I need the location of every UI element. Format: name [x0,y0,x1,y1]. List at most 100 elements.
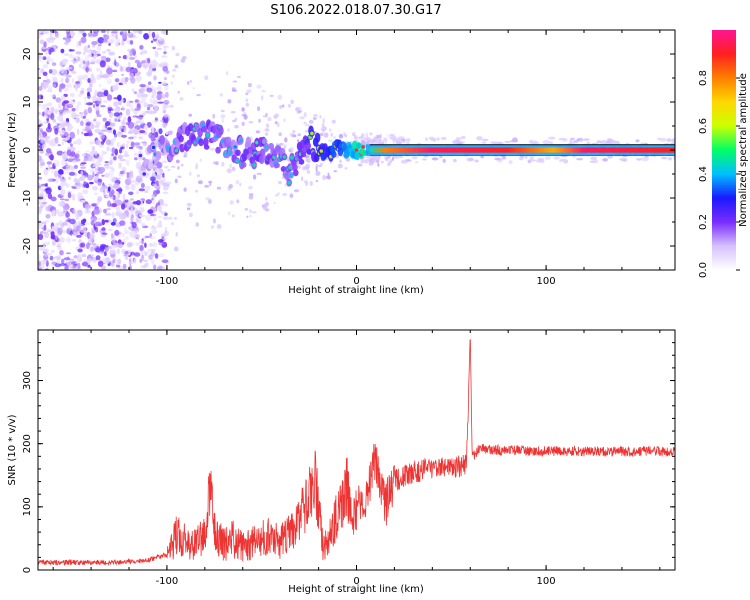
heatmap-cell [51,83,57,88]
heatmap-cell [177,166,180,170]
heatmap-cell [161,160,168,164]
heatmap-cell [117,94,122,102]
y-tick-label: 10 [22,96,33,109]
heatmap-cell [360,133,365,139]
heatmap-cell [142,50,146,55]
heatmap-cell [106,30,110,34]
heatmap-cell [297,139,300,143]
heatmap-cell [76,138,82,146]
heatmap-cell [636,158,642,161]
heatmap-cell [68,258,75,261]
heatmap-cell [216,186,222,190]
heatmap-cell [52,78,59,83]
colorbar-tick-label: 0.4 [698,166,709,182]
heatmap-cell [75,213,80,221]
heatmap-cell [61,176,65,180]
heatmap-cell [186,81,190,85]
heatmap-cell [75,261,78,264]
heatmap-cell [52,119,57,123]
heatmap-cell [154,253,159,259]
heatmap-cell [167,130,173,136]
heatmap-cell [115,41,119,48]
heatmap-cell [85,66,89,73]
heatmap-cell [43,138,50,142]
heatmap-cell [38,222,43,227]
heatmap-cell [124,31,128,38]
heatmap-cell [245,136,252,147]
heatmap-cell [139,130,146,134]
heatmap-cell [136,190,139,195]
colorbar: 0.0 0.2 0.4 0.6 0.8 Normalized spectral ampl… [698,30,749,278]
heatmap-cell [282,192,288,197]
heatmap-cell [40,134,44,141]
heatmap-cell [232,80,238,83]
heatmap-cell [91,41,98,46]
heatmap-cell [165,91,169,98]
heatmap-cell [156,161,163,169]
heatmap-cell [107,127,112,131]
heatmap-cell [296,165,301,169]
heatmap-cell [170,81,173,85]
heatmap-cell [330,132,333,137]
heatmap-cell [235,149,241,156]
heatmap-cell [198,138,204,147]
heatmap-cell [71,78,75,84]
heatmap-cell [227,99,232,104]
heatmap-cell [138,210,142,215]
heatmap-cell [276,122,280,128]
heatmap-cell [49,255,54,261]
heatmap-cell [167,183,170,187]
heatmap-cell [130,183,136,191]
heatmap-cell [62,221,68,226]
heatmap-cell [74,153,80,159]
heatmap-cell [62,61,68,66]
heatmap-cell [114,78,120,83]
heatmap-cell [88,233,95,240]
heatmap-cell [218,126,224,136]
heatmap-cell [103,189,106,194]
heatmap-cell [96,171,104,174]
heatmap-cell [85,183,90,189]
heatmap-cell [405,138,411,142]
heatmap-cell [141,259,149,262]
heatmap-cell [85,102,91,105]
heatmap-cell [81,261,89,267]
heatmap-cell [69,230,73,236]
heatmap-cell [109,176,116,183]
heatmap-cell [213,218,216,224]
heatmap-cell [106,166,112,170]
heatmap-cell [38,55,43,61]
heatmap-cell [121,248,126,255]
heatmap-cell [94,167,98,172]
heatmap-cell [272,149,278,157]
heatmap-cell [195,165,199,170]
heatmap-cell [93,118,97,120]
heatmap-cell [315,180,319,183]
heatmap-cell [76,40,79,48]
heatmap-cell [65,37,71,43]
heatmap-cell [91,254,95,257]
heatmap-cell [274,194,279,197]
heatmap-cell [119,66,124,72]
heatmap-cell [104,161,109,164]
heatmap-cell [252,163,256,167]
heatmap-cell [51,62,57,66]
heatmap-cell [95,202,99,207]
heatmap-cell [183,152,188,157]
heatmap-cell [76,256,83,263]
heatmap-cell [127,61,131,67]
heatmap-cell [45,167,49,170]
heatmap-cell [59,213,65,217]
heatmap-cell [262,204,265,208]
heatmap-cell [149,243,154,247]
heatmap-cell [81,131,84,135]
heatmap-cell [113,129,116,135]
heatmap-cell [55,122,59,125]
heatmap-cell [120,203,126,210]
heatmap-cell [64,264,69,270]
heatmap-cell [351,132,356,137]
heatmap-cell [353,135,358,140]
heatmap-cell [58,201,65,207]
heatmap-cell [106,147,111,151]
heatmap-cell [50,112,55,120]
